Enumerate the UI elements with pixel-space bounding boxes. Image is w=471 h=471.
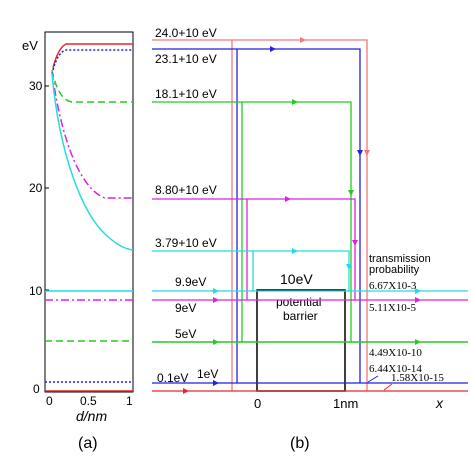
curve-green-dashed bbox=[51, 69, 133, 103]
arrow-1eV bbox=[213, 380, 219, 386]
y-tick-0: 0 bbox=[33, 382, 40, 396]
label-5eV: 5eV bbox=[175, 327, 196, 341]
transmission-header-line1: transmission bbox=[369, 253, 431, 265]
x-tick-1: 1 bbox=[126, 394, 133, 408]
arrow-18eV-down bbox=[348, 190, 354, 196]
y-tick-10: 10 bbox=[29, 284, 43, 298]
curve-cyan-solid bbox=[51, 73, 134, 251]
label-18eV: 18.1+10 eV bbox=[155, 87, 217, 101]
arrow-9eV-out bbox=[415, 297, 421, 303]
curve-blue-dotted bbox=[52, 49, 133, 71]
path-3eV bbox=[152, 250, 350, 291]
barrier-text-line1: potential bbox=[276, 295, 321, 309]
x-axis-label-b: x bbox=[435, 395, 444, 411]
arrow-9eV bbox=[213, 297, 219, 303]
panel-a-frame bbox=[44, 31, 134, 393]
arrow-24eV-down bbox=[364, 150, 370, 156]
path-24eV bbox=[152, 39, 368, 391]
y-tick-20: 20 bbox=[29, 181, 43, 195]
potential-barrier bbox=[256, 289, 346, 392]
panel-b: 10eV potential barrier 0 1nm x (b) trans… bbox=[152, 26, 468, 452]
arrow-5eV-out bbox=[415, 339, 421, 345]
pointer-1eV bbox=[367, 375, 379, 383]
label-0-1eV: 0.1eV bbox=[157, 371, 188, 385]
panel-b-caption: (b) bbox=[290, 435, 310, 452]
x-tick-label-0: 0 bbox=[254, 396, 261, 411]
trans-1eV: 6.44X10-14 bbox=[369, 363, 422, 375]
arrow-9-9eV bbox=[213, 288, 219, 294]
arrow-8eV-down bbox=[352, 240, 358, 246]
y-tick-30: 30 bbox=[29, 79, 43, 93]
trans-9eV: 5.11X10-5 bbox=[369, 302, 416, 314]
barrier-height-label: 10eV bbox=[280, 271, 313, 287]
arrow-18eV bbox=[292, 99, 298, 105]
path-18eV bbox=[152, 101, 352, 342]
arrow-23eV bbox=[270, 46, 276, 52]
label-9eV: 9eV bbox=[175, 301, 196, 315]
label-8eV: 8.80+10 eV bbox=[155, 183, 217, 197]
label-24eV: 24.0+10 eV bbox=[155, 26, 217, 40]
arrow-23eV-down bbox=[357, 150, 363, 156]
arrow-5eV bbox=[213, 339, 219, 345]
arrow-8eV bbox=[285, 196, 291, 202]
x-tick-0-5: 0.5 bbox=[80, 394, 97, 408]
panel-a: eV 30 20 10 0 0 0.5 1 d/nm (a) bbox=[22, 31, 134, 452]
label-3eV: 3.79+10 eV bbox=[155, 236, 217, 250]
barrier-text-line2: barrier bbox=[283, 309, 318, 323]
x-tick-label-1nm: 1nm bbox=[333, 396, 358, 411]
path-23eV bbox=[152, 48, 361, 383]
panel-a-caption: (a) bbox=[78, 435, 98, 452]
transmission-header-line2: probability bbox=[369, 264, 420, 276]
arrow-24eV bbox=[300, 37, 306, 43]
path-8eV bbox=[152, 198, 356, 300]
trans-5eV: 4.49X10-10 bbox=[369, 347, 422, 359]
curve-red-solid bbox=[52, 43, 133, 69]
label-9-9eV: 9.9eV bbox=[175, 275, 206, 289]
label-23eV: 23.1+10 eV bbox=[155, 52, 217, 66]
arrow-3eV bbox=[292, 248, 298, 254]
x-tick-0: 0 bbox=[46, 394, 53, 408]
trans-9-9eV: 6.67X10-3 bbox=[369, 280, 417, 292]
pointer-0-1eV bbox=[383, 383, 393, 391]
curve-magenta-dashdot bbox=[51, 71, 133, 199]
arrow-3eV-down bbox=[346, 264, 352, 270]
arrow-0-1eV bbox=[183, 388, 189, 394]
x-axis-label: d/nm bbox=[76, 408, 107, 424]
trans-0-1eV: 1.58X10-15 bbox=[391, 372, 444, 384]
arrow-9-9eV-out bbox=[415, 288, 421, 294]
label-1eV: 1eV bbox=[197, 367, 218, 381]
y-unit-label: eV bbox=[22, 38, 38, 53]
